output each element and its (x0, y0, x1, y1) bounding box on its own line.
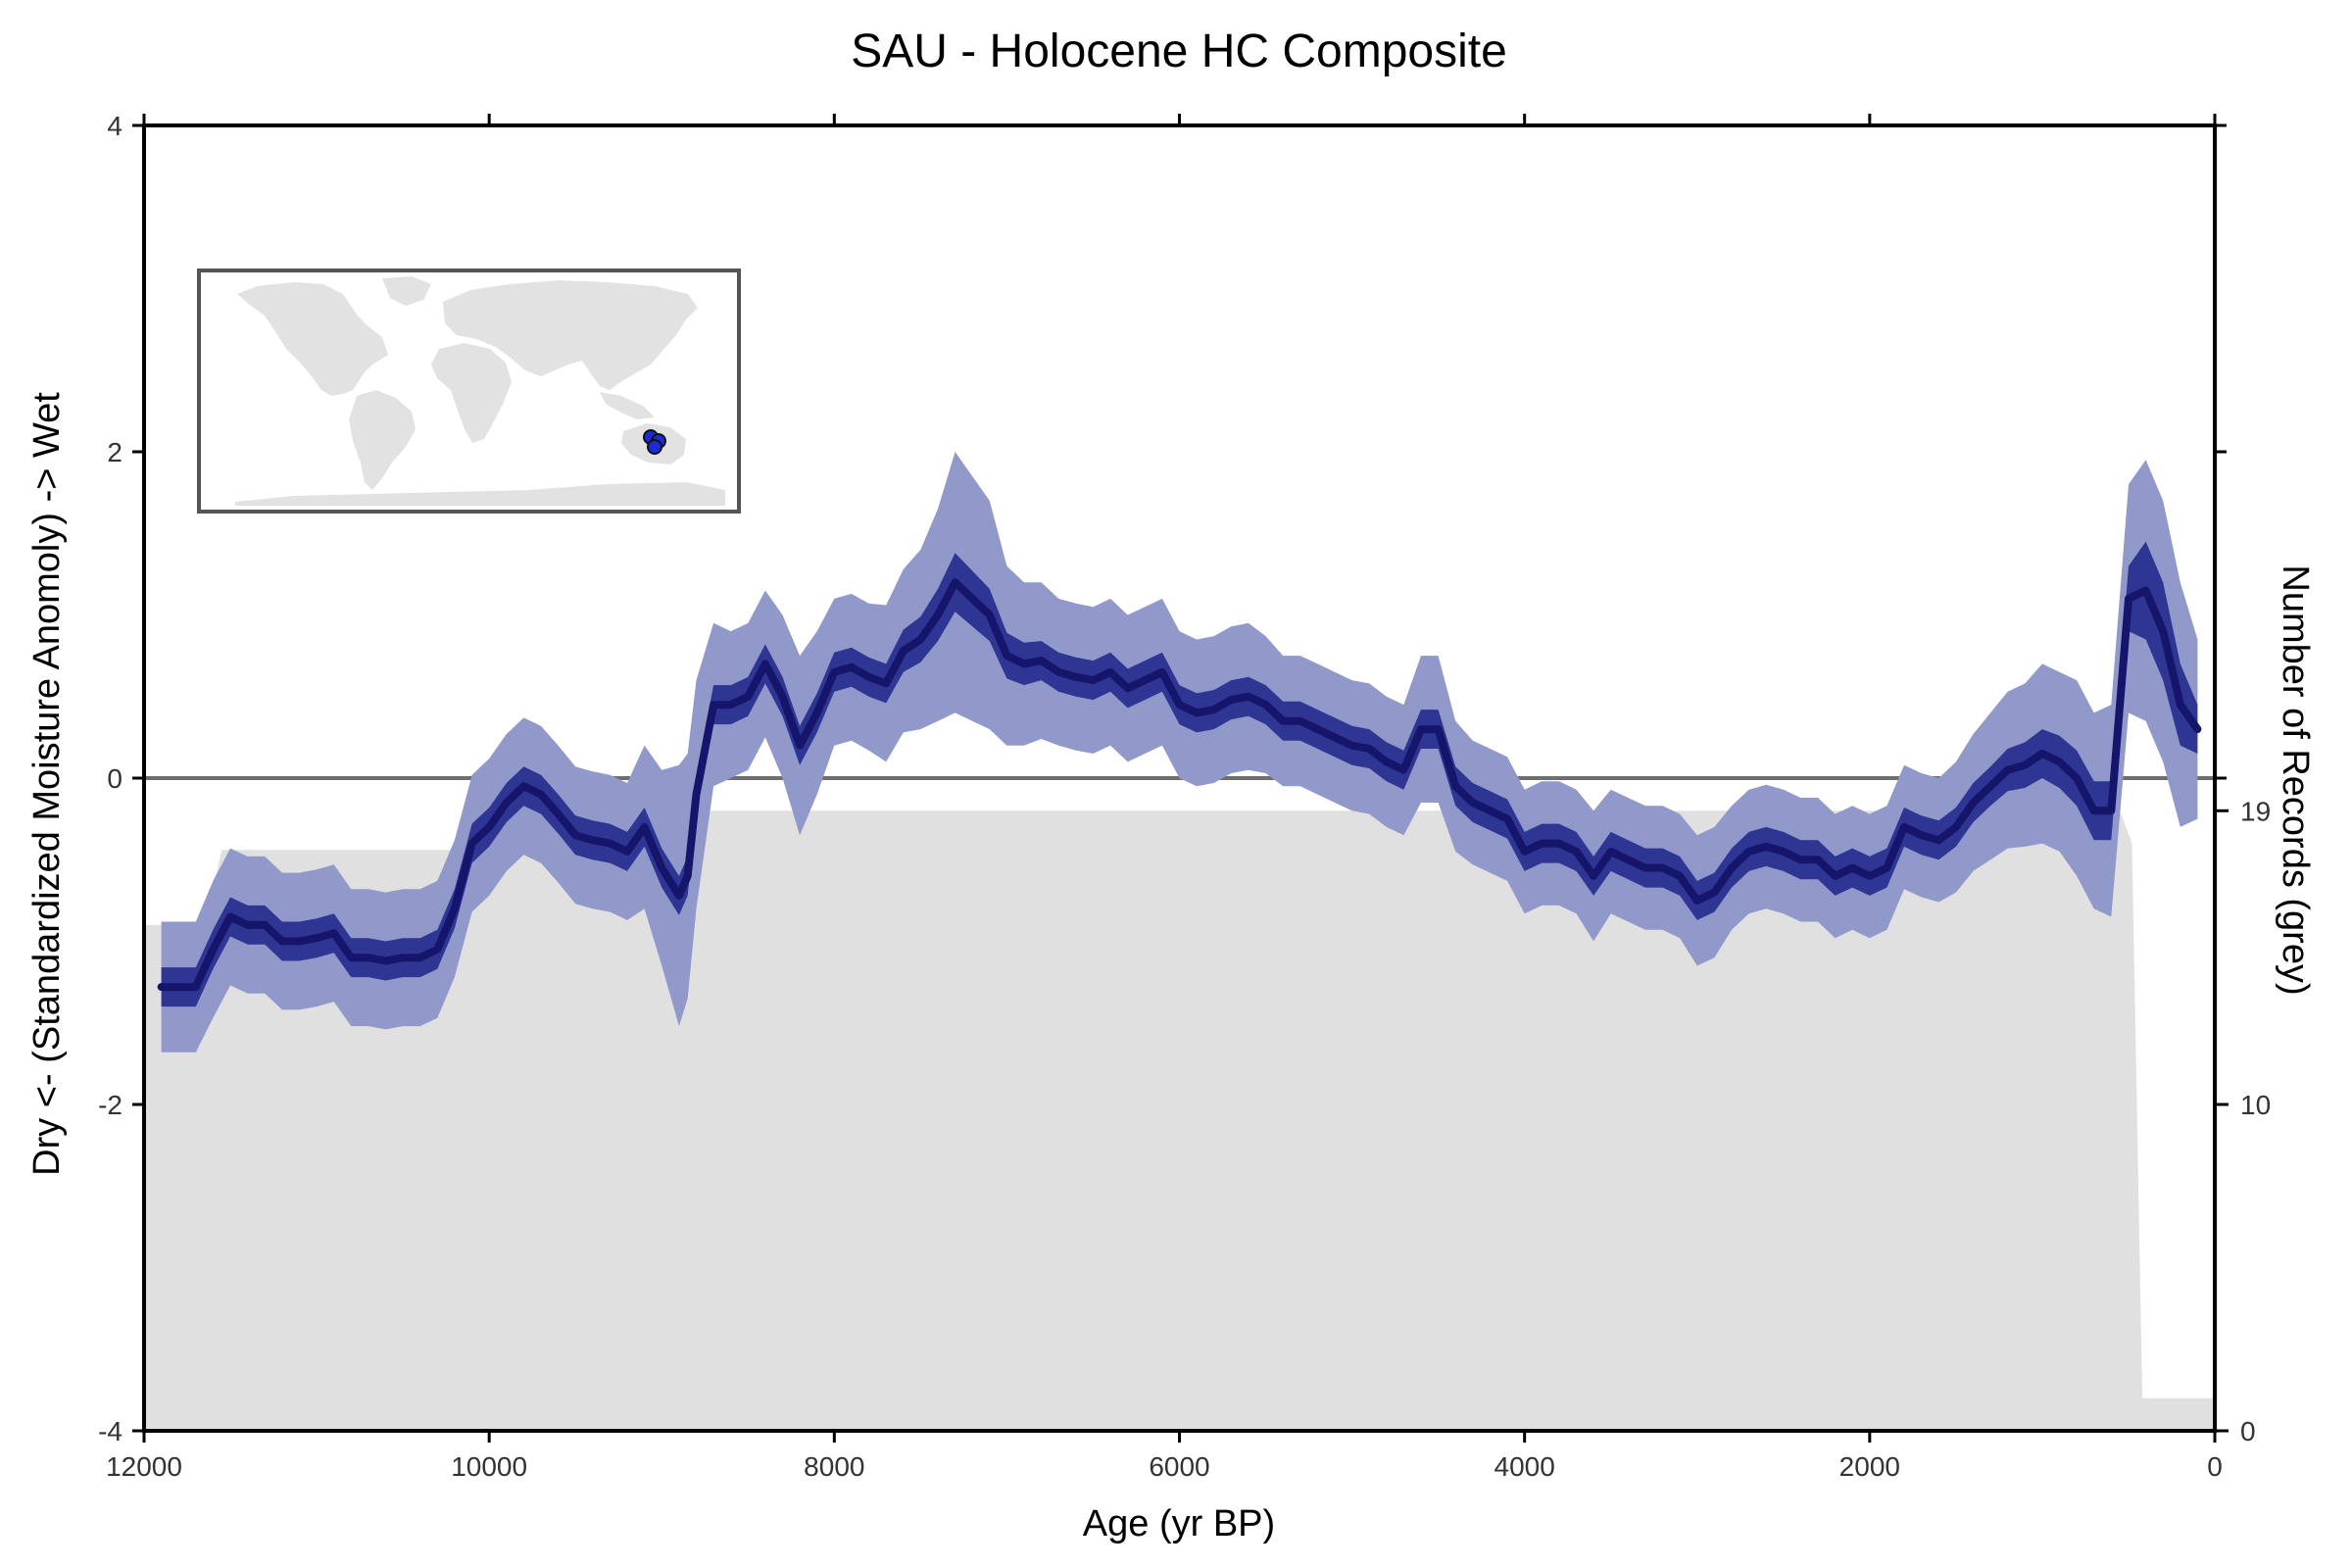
chart-title: SAU - Holocene HC Composite (851, 25, 1507, 77)
y2-axis-title: Number of Records (grey) (2275, 564, 2316, 995)
plot-area (144, 452, 2215, 1431)
x-tick-label: 8000 (804, 1451, 864, 1482)
composite-median-line (157, 578, 2202, 992)
y2-tick-label: 0 (2240, 1416, 2256, 1446)
axes: 12000 10000 8000 6000 4000 2000 0 -4 -2 0 2 4 0 10 19 (98, 111, 2271, 1482)
x-tick-label: 10000 (451, 1451, 527, 1482)
x-tick-label: 2000 (1839, 1451, 1900, 1482)
x-axis-title: Age (yr BP) (1083, 1503, 1275, 1544)
y2-tick-label: 19 (2240, 796, 2271, 826)
y-tick-label: -2 (98, 1090, 122, 1120)
y-tick-label: 4 (107, 111, 122, 141)
x-tick-label: 12000 (106, 1451, 182, 1482)
y-tick-label: 2 (107, 437, 122, 467)
inset-land-south-america (349, 390, 416, 490)
site-marker (647, 439, 662, 455)
x-tick-label: 4000 (1494, 1451, 1555, 1482)
records-area (144, 810, 2215, 1431)
inset-world-map (197, 269, 741, 514)
x-tick-label: 0 (2207, 1451, 2223, 1482)
inset-land-africa (431, 343, 512, 443)
inset-land-se-asia (600, 392, 655, 419)
inset-land-north-america (237, 282, 388, 396)
y2-tick-label: 10 (2240, 1090, 2271, 1120)
x-tick-label: 6000 (1149, 1451, 1209, 1482)
inset-land-antarctica (235, 482, 725, 506)
y-tick-label: -4 (98, 1416, 122, 1446)
y-axis-title: Dry <- (Standardized Moisture Anomoly) -… (26, 392, 68, 1176)
inset-land-greenland (382, 276, 431, 306)
y-tick-label: 0 (107, 763, 122, 794)
inset-land-eurasia (443, 280, 698, 390)
